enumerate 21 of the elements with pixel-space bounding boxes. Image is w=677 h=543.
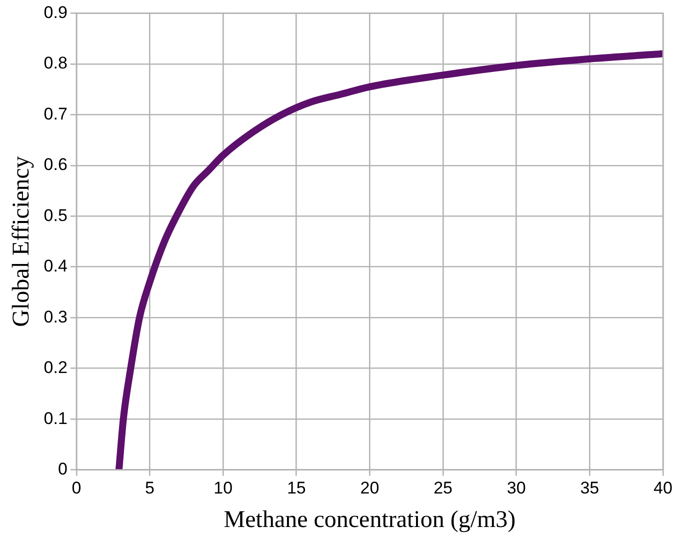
x-tick-label: 5 [145, 478, 154, 498]
y-tick-label: 0.4 [44, 256, 68, 276]
y-tick-label: 0.9 [44, 2, 68, 22]
x-tick-label: 40 [654, 478, 672, 498]
y-tick-label: 0.5 [44, 206, 68, 225]
y-tick-label: 0.2 [44, 358, 68, 378]
y-tick-label: 0.1 [44, 408, 68, 428]
x-tick-label: 35 [580, 478, 600, 498]
x-tick-label: 30 [506, 478, 526, 498]
y-axis-title: Global Efficiency [8, 156, 35, 327]
y-tick-label: 0.3 [44, 307, 68, 326]
x-tick-label: 25 [434, 478, 452, 498]
x-tick-label: 0 [72, 478, 82, 498]
x-tick-label: 20 [360, 478, 380, 498]
x-tick-label: 15 [286, 478, 306, 498]
y-tick-label: 0.7 [44, 104, 68, 124]
x-tick-label: 10 [214, 478, 233, 498]
x-axis-title: Methane concentration (g/m3) [224, 506, 516, 533]
y-tick-label: 0.8 [44, 54, 68, 73]
y-tick-label: 0.6 [44, 155, 68, 174]
y-tick-label: 0 [58, 459, 68, 478]
